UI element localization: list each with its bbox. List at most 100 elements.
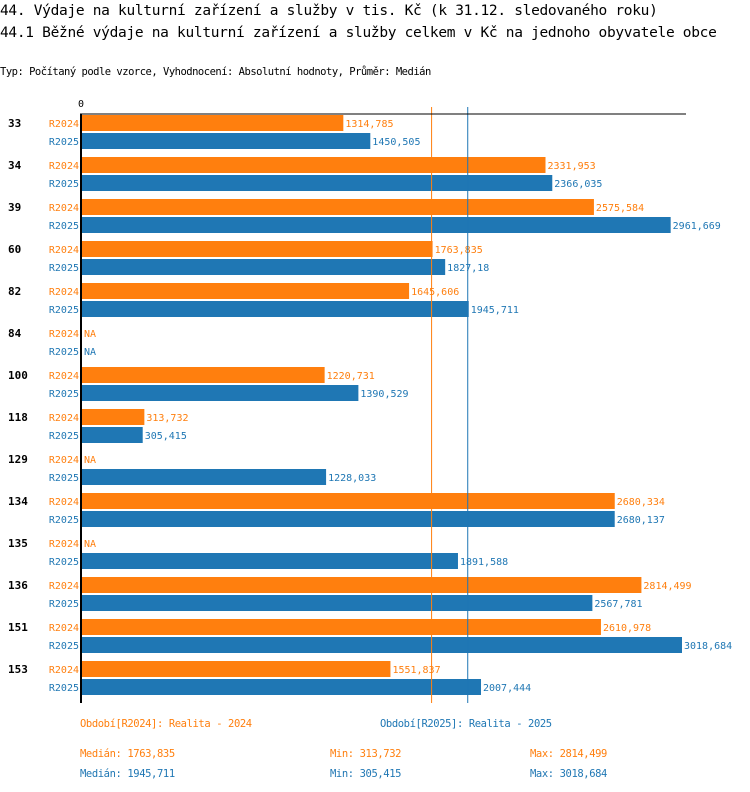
series-label: R2025 [49, 599, 79, 610]
series-label: R2025 [49, 389, 79, 400]
series-label: R2024 [49, 455, 79, 466]
chart-subtitle: 44.1 Běžné výdaje na kulturní zařízení a… [0, 25, 717, 41]
bar-r2025 [82, 553, 458, 569]
category-label: 82 [8, 285, 21, 298]
category-label: 34 [8, 159, 22, 172]
stat-min-r2024: Min: 313,732 [330, 748, 402, 760]
series-label: R2025 [49, 305, 79, 316]
series-label: R2025 [49, 683, 79, 694]
data-label: 2007,444 [483, 683, 531, 694]
data-label: 2961,669 [673, 221, 721, 232]
category-label: 135 [8, 537, 28, 550]
series-label: R2025 [49, 137, 79, 148]
data-label: 1891,588 [460, 557, 508, 568]
series-label: R2025 [49, 431, 79, 442]
bar-r2025 [82, 469, 327, 485]
bar-r2024 [82, 283, 410, 299]
series-label: R2025 [49, 641, 79, 652]
data-label: 2575,584 [596, 203, 644, 214]
data-label: 1763,835 [435, 245, 483, 256]
data-label: 1645,606 [411, 287, 459, 298]
data-label: 1220,731 [327, 371, 375, 382]
bar-r2024 [82, 619, 601, 635]
bar-r2024 [82, 493, 615, 509]
data-label: 305,415 [145, 431, 187, 442]
data-label: 2680,334 [617, 497, 665, 508]
bar-r2024 [82, 577, 642, 593]
bar-r2024 [82, 661, 391, 677]
data-label: 1228,033 [328, 473, 376, 484]
data-label: 2331,953 [548, 161, 596, 172]
data-label: 3018,684 [684, 641, 732, 652]
bar-r2024 [82, 199, 594, 215]
bar-r2025 [82, 511, 615, 527]
bar-r2024 [82, 367, 325, 383]
stat-median-r2024: Medián: 1763,835 [80, 748, 175, 760]
bar-r2024 [82, 157, 546, 173]
data-label: 1314,785 [345, 119, 393, 130]
series-label: R2024 [49, 329, 79, 340]
bar-r2025 [82, 259, 446, 275]
data-label: 2814,499 [643, 581, 691, 592]
stat-min-r2025: Min: 305,415 [330, 768, 402, 780]
series-label: R2024 [49, 287, 79, 298]
category-label: 100 [8, 369, 28, 382]
series-label: R2024 [49, 161, 79, 172]
series-label: R2024 [49, 119, 79, 130]
stat-max-r2024: Max: 2814,499 [530, 748, 607, 760]
data-label: NA [84, 329, 96, 340]
series-label: R2024 [49, 413, 79, 424]
series-label: R2025 [49, 263, 79, 274]
bar-r2025 [82, 427, 143, 443]
data-label: 2366,035 [554, 179, 602, 190]
stat-median-r2025: Medián: 1945,711 [80, 768, 175, 780]
category-label: 33 [8, 117, 21, 130]
data-label: 1450,505 [372, 137, 420, 148]
data-label: 2610,978 [603, 623, 651, 634]
data-label: NA [84, 455, 96, 466]
x-tick-label: 0 [78, 99, 84, 110]
category-label: 151 [8, 621, 28, 634]
data-label: 1551,837 [392, 665, 440, 676]
data-label: 1827,18 [447, 263, 489, 274]
series-label: R2025 [49, 221, 79, 232]
series-label: R2025 [49, 347, 79, 358]
category-label: 136 [8, 579, 28, 592]
bar-r2025 [82, 637, 682, 653]
category-label: 84 [8, 327, 22, 340]
bar-r2025 [82, 217, 671, 233]
bar-r2025 [82, 301, 469, 317]
data-label: 2680,137 [617, 515, 665, 526]
series-label: R2024 [49, 203, 79, 214]
chart-title: 44. Výdaje na kulturní zařízení a služby… [0, 3, 658, 19]
category-label: 153 [8, 663, 28, 676]
series-label: R2024 [49, 497, 79, 508]
bar-r2024 [82, 115, 344, 131]
bar-r2025 [82, 595, 593, 611]
category-label: 39 [8, 201, 21, 214]
series-label: R2025 [49, 473, 79, 484]
bar-r2025 [82, 385, 359, 401]
category-label: 118 [8, 411, 28, 424]
series-label: R2025 [49, 179, 79, 190]
series-label: R2024 [49, 539, 79, 550]
bar-r2025 [82, 133, 371, 149]
series-label: R2024 [49, 371, 79, 382]
chart-info: Typ: Počítaný podle vzorce, Vyhodnocení:… [0, 66, 431, 78]
bar-r2025 [82, 175, 553, 191]
legend-r2024: Období[R2024]: Realita - 2024 [80, 718, 252, 730]
series-label: R2025 [49, 515, 79, 526]
series-label: R2025 [49, 557, 79, 568]
category-label: 129 [8, 453, 28, 466]
series-label: R2024 [49, 245, 79, 256]
data-label: NA [84, 539, 96, 550]
bar-r2024 [82, 241, 433, 257]
data-label: 313,732 [146, 413, 188, 424]
data-label: 1390,529 [360, 389, 408, 400]
data-label: 1945,711 [471, 305, 519, 316]
category-label: 134 [8, 495, 28, 508]
legend-r2025: Období[R2025]: Realita - 2025 [380, 718, 552, 730]
series-label: R2024 [49, 665, 79, 676]
stat-max-r2025: Max: 3018,684 [530, 768, 607, 780]
